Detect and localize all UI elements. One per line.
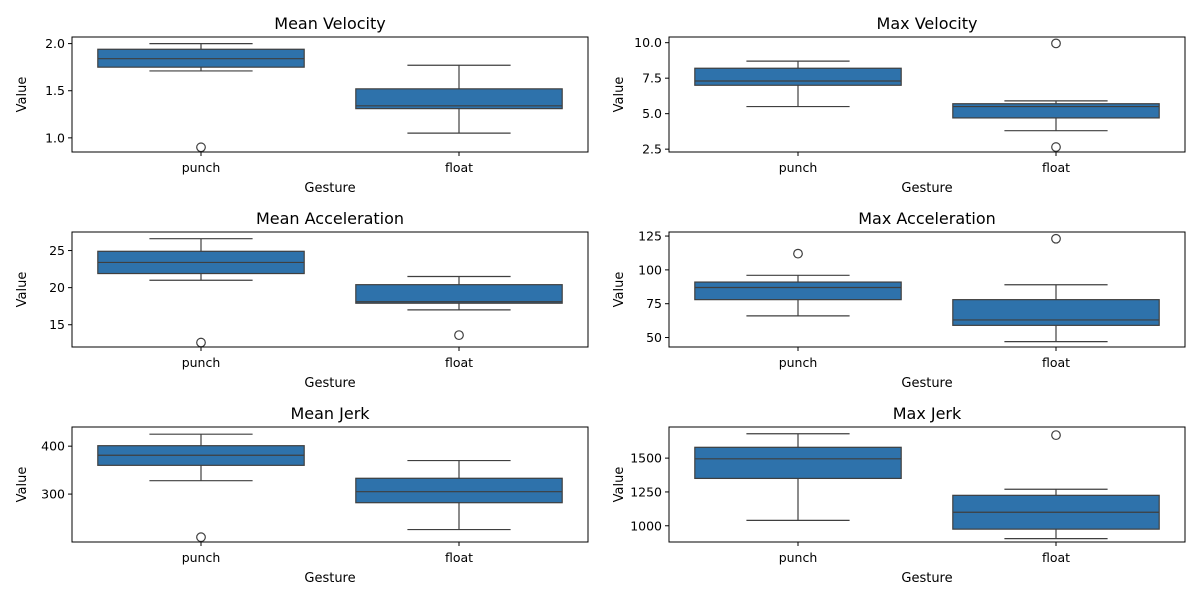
box-punch bbox=[97, 42, 305, 153]
outlier-point bbox=[454, 330, 464, 341]
x-tick-label: float bbox=[445, 355, 473, 370]
y-axis-label: Value bbox=[15, 272, 30, 308]
chart-panel: Mean Acceleration 15 20 25 Value punch float Ge… bbox=[15, 209, 589, 391]
chart-panel: Max Velocity 2.5 5.0 7.5 10.0 Value punch float… bbox=[612, 14, 1186, 196]
box-iqr bbox=[355, 284, 563, 304]
outlier-point bbox=[196, 337, 206, 348]
box-punch bbox=[694, 248, 902, 317]
outlier-point bbox=[196, 142, 206, 153]
chart-title: Mean Velocity bbox=[274, 14, 385, 33]
box-float bbox=[952, 38, 1160, 152]
box-iqr bbox=[355, 88, 563, 110]
box-iqr bbox=[355, 477, 563, 504]
y-axis-label: Value bbox=[612, 467, 627, 503]
x-axis-label: Gesture bbox=[304, 571, 355, 586]
box-punch bbox=[694, 433, 902, 521]
y-tick-label: 50 bbox=[646, 330, 662, 345]
x-axis-label: Gesture bbox=[304, 376, 355, 391]
y-tick-label: 25 bbox=[49, 243, 65, 258]
x-tick-label: punch bbox=[779, 355, 818, 370]
y-tick-label: 100 bbox=[638, 262, 662, 277]
box-float bbox=[952, 430, 1160, 540]
y-tick-label: 125 bbox=[638, 229, 662, 244]
y-tick-label: 400 bbox=[41, 439, 65, 454]
outlier-point bbox=[1051, 142, 1061, 152]
y-tick-label: 15 bbox=[49, 317, 65, 332]
chart-title: Max Jerk bbox=[893, 404, 962, 423]
x-tick-label: float bbox=[1042, 550, 1070, 565]
x-tick-label: punch bbox=[779, 550, 818, 565]
chart-panel: Max Acceleration 50 75 100 125 Value punch floa… bbox=[612, 209, 1186, 391]
plot-frame bbox=[668, 36, 1186, 153]
outlier-point bbox=[1051, 38, 1061, 49]
outlier-point bbox=[196, 532, 206, 543]
plot-frame bbox=[71, 426, 589, 543]
y-axis-label: Value bbox=[15, 77, 30, 113]
y-tick-label: 20 bbox=[49, 280, 65, 295]
box-iqr bbox=[952, 299, 1160, 326]
x-tick-label: float bbox=[1042, 355, 1070, 370]
y-tick-label: 5.0 bbox=[642, 106, 662, 121]
y-tick-label: 1000 bbox=[630, 518, 662, 533]
x-tick-label: float bbox=[1042, 160, 1070, 175]
box-float bbox=[952, 233, 1160, 343]
box-float bbox=[355, 64, 563, 134]
box-punch bbox=[97, 433, 305, 543]
y-axis-label: Value bbox=[612, 77, 627, 113]
chart-panel: Mean Jerk 300 400 Value punch float Gesture bbox=[15, 404, 589, 586]
y-axis-label: Value bbox=[612, 272, 627, 308]
box-iqr bbox=[694, 67, 902, 86]
y-axis-label: Value bbox=[15, 467, 30, 503]
box-iqr bbox=[952, 103, 1160, 119]
box-iqr bbox=[694, 281, 902, 301]
chart-title: Mean Jerk bbox=[290, 404, 370, 423]
chart-title: Mean Acceleration bbox=[256, 209, 404, 228]
x-tick-label: punch bbox=[182, 160, 221, 175]
y-tick-label: 300 bbox=[41, 487, 65, 502]
x-axis-label: Gesture bbox=[901, 181, 952, 196]
box-float bbox=[355, 459, 563, 531]
outlier-point bbox=[793, 248, 803, 259]
x-axis-label: Gesture bbox=[901, 571, 952, 586]
plot-frame bbox=[668, 426, 1186, 543]
y-tick-label: 7.5 bbox=[642, 71, 662, 86]
y-tick-label: 2.0 bbox=[45, 36, 65, 51]
y-tick-label: 1.5 bbox=[45, 83, 65, 98]
x-tick-label: punch bbox=[182, 550, 221, 565]
y-tick-label: 10.0 bbox=[634, 35, 662, 50]
box-float bbox=[355, 275, 563, 341]
plot-frame bbox=[71, 231, 589, 348]
chart-panel: Mean Velocity 1.0 1.5 2.0 Value punch float Ges… bbox=[15, 14, 589, 196]
box-iqr bbox=[694, 446, 902, 480]
outlier-point bbox=[1051, 233, 1061, 244]
x-tick-label: punch bbox=[182, 355, 221, 370]
x-tick-label: float bbox=[445, 550, 473, 565]
box-punch bbox=[694, 60, 902, 108]
y-tick-label: 1250 bbox=[630, 484, 662, 499]
y-tick-label: 1.0 bbox=[45, 130, 65, 145]
x-tick-label: punch bbox=[779, 160, 818, 175]
y-tick-label: 1500 bbox=[630, 451, 662, 466]
outlier-point bbox=[1051, 430, 1061, 441]
chart-title: Max Acceleration bbox=[858, 209, 996, 228]
x-tick-label: float bbox=[445, 160, 473, 175]
y-tick-label: 2.5 bbox=[642, 142, 662, 157]
plot-frame bbox=[71, 36, 589, 153]
box-punch bbox=[97, 238, 305, 348]
plot-frame bbox=[668, 231, 1186, 348]
y-tick-label: 75 bbox=[646, 296, 662, 311]
chart-title: Max Velocity bbox=[877, 14, 978, 33]
x-axis-label: Gesture bbox=[901, 376, 952, 391]
x-axis-label: Gesture bbox=[304, 181, 355, 196]
